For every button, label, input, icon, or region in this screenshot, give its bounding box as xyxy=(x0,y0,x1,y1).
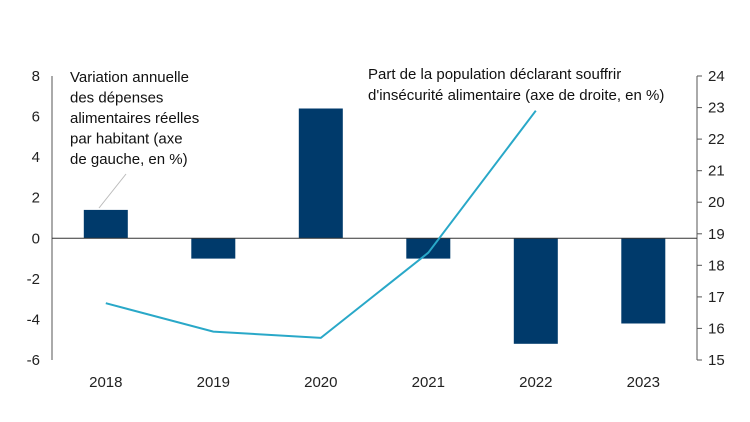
x-tick-label: 2018 xyxy=(89,374,122,391)
bar-2020 xyxy=(298,108,343,239)
y-right-tick-label: 20 xyxy=(708,194,725,211)
bars-annotation-line: de gauche, en %) xyxy=(70,151,188,168)
bar-2019 xyxy=(191,238,236,259)
y-right-tick-label: 17 xyxy=(708,289,725,306)
bar-2022 xyxy=(513,238,558,344)
y-left-tick-label: -2 xyxy=(27,271,40,288)
x-tick-label: 2023 xyxy=(627,374,660,391)
annotations-group: Variation annuelle des dépenses alimentair… xyxy=(70,66,664,209)
bars-group xyxy=(83,108,666,344)
y-left-tick-label: -4 xyxy=(27,311,40,328)
bars-annotation-line: Variation annuelle xyxy=(70,69,189,86)
bar-2018 xyxy=(83,209,128,239)
line-annotation-line: d'insécurité alimentaire (axe de droite,… xyxy=(368,87,664,104)
y-left-tick-label: -6 xyxy=(27,352,40,369)
bar-2021 xyxy=(406,238,451,259)
y-right-tick-label: 23 xyxy=(708,100,725,117)
y-right-tick-label: 19 xyxy=(708,226,725,243)
bars-annotation-leader xyxy=(98,173,127,209)
bars-annotation-line: par habitant (axe xyxy=(70,131,183,148)
y-right-tick-label: 22 xyxy=(708,131,725,148)
axes-group xyxy=(51,76,698,360)
bars-annotation-line: des dépenses xyxy=(70,90,163,107)
x-tick-label: 2022 xyxy=(519,374,552,391)
bar-2023 xyxy=(621,238,666,324)
y-right-tick-label: 18 xyxy=(708,257,725,274)
bars-annotation-line: alimentaires réelles xyxy=(70,110,199,127)
y-left-tick-label: 2 xyxy=(32,190,40,207)
y-left-tick-label: 0 xyxy=(32,230,40,247)
y-right-tick-label: 24 xyxy=(708,68,725,85)
y-left-tick-label: 6 xyxy=(32,109,40,126)
y-right-tick-label: 21 xyxy=(708,163,725,180)
y-left-tick-label: 4 xyxy=(32,149,40,166)
y-right-tick-label: 16 xyxy=(708,320,725,337)
x-tick-label: 2021 xyxy=(412,374,445,391)
x-tick-label: 2020 xyxy=(304,374,337,391)
y-right-tick-label: 15 xyxy=(708,352,725,369)
line-annotation-line: Part de la population déclarant souffrir xyxy=(368,66,621,83)
y-left-tick-label: 8 xyxy=(32,68,40,85)
x-tick-label: 2019 xyxy=(197,374,230,391)
line-group xyxy=(105,110,537,339)
